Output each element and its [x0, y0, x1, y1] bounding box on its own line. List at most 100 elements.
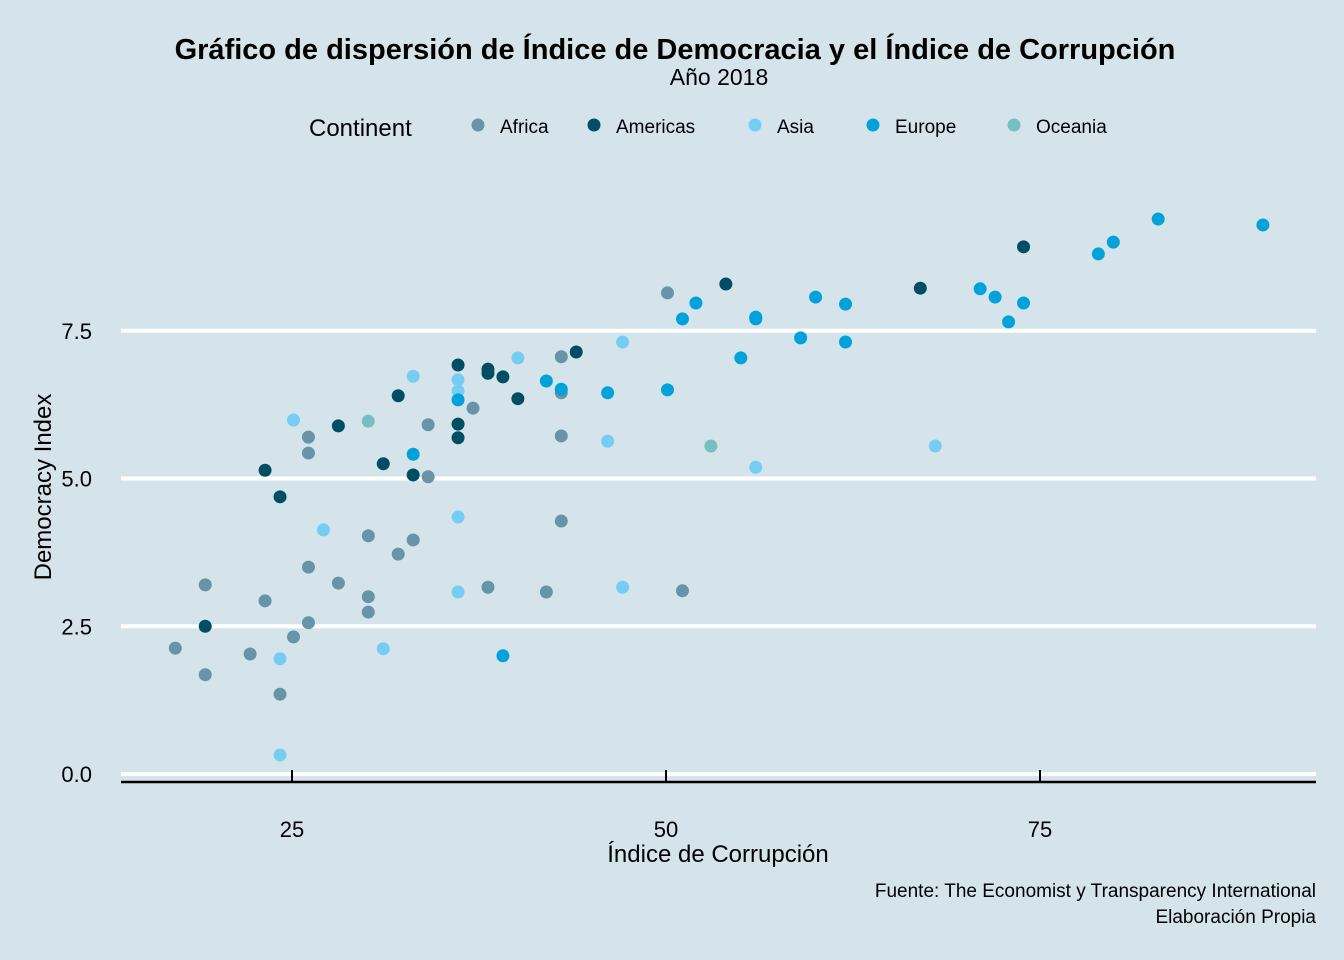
- series-europe: [406, 212, 1270, 663]
- series-africa: [168, 286, 689, 701]
- data-point: [616, 335, 630, 349]
- data-point: [794, 331, 808, 345]
- data-point: [331, 576, 345, 590]
- y-tick-label: 0.0: [61, 762, 92, 787]
- data-point: [481, 366, 495, 380]
- y-tick-label: 7.5: [61, 319, 92, 344]
- data-point: [331, 419, 345, 433]
- legend: Continent Africa Americas Asia Europe Oceani…: [309, 115, 1107, 142]
- data-point: [301, 616, 315, 630]
- data-point: [451, 393, 465, 407]
- data-point: [198, 619, 212, 633]
- data-point: [168, 641, 182, 655]
- data-point: [273, 652, 287, 666]
- data-point: [1002, 315, 1016, 329]
- data-point: [406, 533, 420, 547]
- legend-label-oceania: Oceania: [1036, 117, 1107, 138]
- data-point: [749, 460, 763, 474]
- data-point: [198, 578, 212, 592]
- data-point: [466, 401, 480, 415]
- legend-title: Continent: [309, 115, 412, 142]
- data-point: [554, 382, 568, 396]
- y-tick-label: 5.0: [61, 467, 92, 492]
- data-point: [660, 383, 674, 397]
- data-point: [734, 351, 748, 365]
- data-point: [243, 647, 257, 661]
- data-point: [539, 585, 553, 599]
- data-point: [451, 373, 465, 387]
- y-tick-label: 2.5: [61, 614, 92, 639]
- legend-key-oceania: [1007, 118, 1021, 132]
- data-point: [1017, 240, 1031, 254]
- data-point: [496, 370, 510, 384]
- legend-key-americas: [587, 118, 601, 132]
- data-points: [168, 212, 1270, 762]
- data-point: [421, 470, 435, 484]
- data-point: [1106, 235, 1120, 249]
- legend-label-europe: Europe: [895, 117, 956, 138]
- y-axis-title: Democracy Index: [30, 394, 57, 581]
- axes: 25 50 75: [121, 770, 1316, 842]
- data-point: [301, 560, 315, 574]
- data-point: [839, 297, 853, 311]
- data-point: [1017, 296, 1031, 310]
- data-point: [539, 374, 553, 388]
- data-point: [376, 642, 390, 656]
- data-point: [554, 350, 568, 364]
- data-point: [361, 605, 375, 619]
- data-point: [376, 457, 390, 471]
- data-point: [301, 446, 315, 460]
- data-point: [391, 389, 405, 403]
- data-point: [286, 413, 300, 427]
- data-point: [554, 429, 568, 443]
- data-point: [675, 584, 689, 598]
- data-point: [273, 748, 287, 762]
- data-point: [704, 439, 718, 453]
- legend-label-asia: Asia: [777, 117, 814, 138]
- data-point: [601, 434, 615, 448]
- data-point: [616, 580, 630, 594]
- data-point: [675, 312, 689, 326]
- chart-subtitle: Año 2018: [670, 64, 768, 90]
- data-point: [451, 417, 465, 431]
- series-oceania: [361, 414, 718, 453]
- series-asia: [273, 335, 942, 762]
- legend-label-africa: Africa: [500, 117, 549, 138]
- data-point: [719, 277, 733, 291]
- data-point: [749, 312, 763, 326]
- data-point: [601, 386, 615, 400]
- data-point: [273, 687, 287, 701]
- x-tick-label: 50: [654, 817, 678, 842]
- data-point: [286, 630, 300, 644]
- data-point: [361, 590, 375, 604]
- data-point: [1151, 212, 1165, 226]
- data-point: [511, 392, 525, 406]
- x-tick-label: 75: [1028, 817, 1052, 842]
- caption-author: Elaboración Propia: [1155, 907, 1316, 928]
- data-point: [839, 335, 853, 349]
- data-point: [496, 649, 510, 663]
- data-point: [198, 668, 212, 682]
- legend-key-europe: [866, 118, 880, 132]
- data-point: [660, 286, 674, 300]
- data-point: [258, 463, 272, 477]
- data-point: [406, 447, 420, 461]
- data-point: [481, 580, 495, 594]
- data-point: [913, 281, 927, 295]
- chart-title: Gráfico de dispersión de Índice de Democ…: [175, 32, 1176, 66]
- data-point: [928, 439, 942, 453]
- data-point: [569, 345, 583, 359]
- data-point: [988, 290, 1002, 304]
- data-point: [316, 523, 330, 537]
- caption-source: Fuente: The Economist y Transparency Int…: [875, 881, 1316, 902]
- gridlines: 0.0 2.5 5.0 7.5: [61, 319, 1316, 787]
- data-point: [451, 431, 465, 445]
- data-point: [273, 490, 287, 504]
- series-americas: [198, 240, 1031, 633]
- data-point: [451, 510, 465, 524]
- data-point: [406, 369, 420, 383]
- data-point: [511, 351, 525, 365]
- x-axis-title: Índice de Corrupción: [607, 841, 828, 868]
- data-point: [689, 296, 703, 310]
